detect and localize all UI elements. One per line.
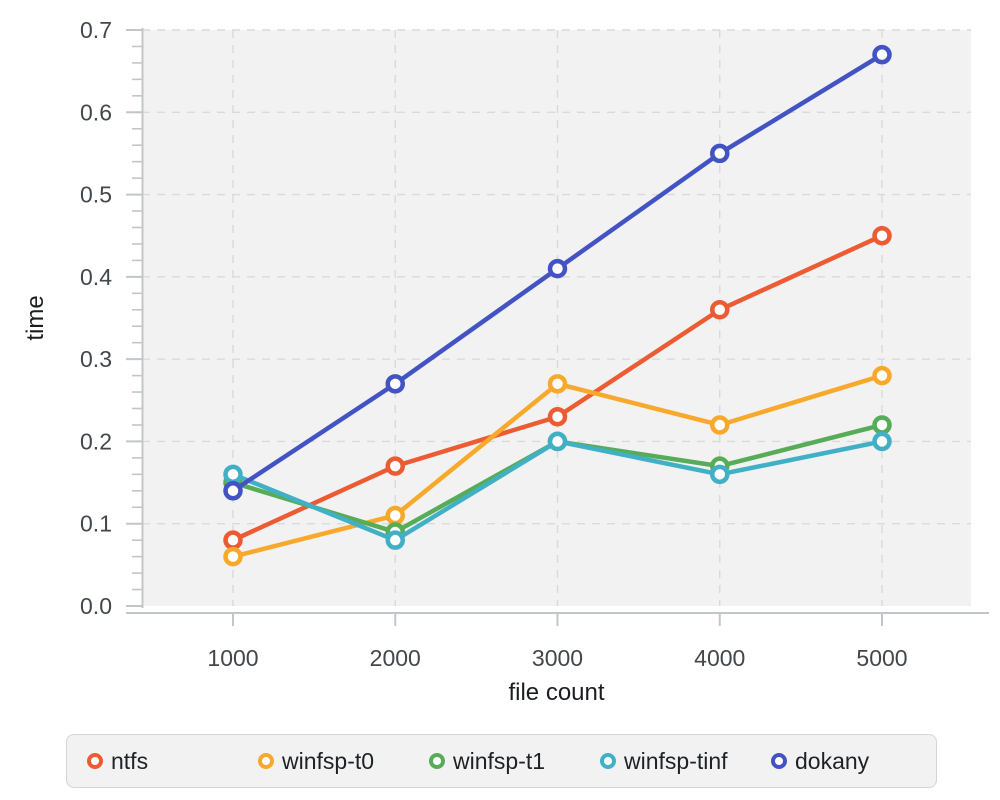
chart-canvas: 0.0 0.1 0.2 0.3 0.4 0.5 0.6 0.7 1000 2000 3000 4000… bbox=[80, 17, 989, 671]
data-point-ntfs-3000 bbox=[547, 406, 568, 427]
y-tick-label: 0.3 bbox=[80, 346, 112, 372]
x-tick-label: 1000 bbox=[207, 645, 258, 671]
legend-label: winfsp-t1 bbox=[453, 747, 546, 774]
plot-area bbox=[142, 30, 971, 606]
data-point-winfsp-tinf-4000 bbox=[710, 464, 730, 485]
data-point-ntfs-5000 bbox=[872, 225, 892, 246]
data-point-winfsp-t1-5000 bbox=[872, 415, 892, 435]
x-tick-label: 5000 bbox=[856, 645, 907, 671]
y-tick-label: 0.6 bbox=[80, 99, 112, 125]
data-point-dokany-4000 bbox=[710, 143, 730, 164]
legend-item-winfsp-tinf[interactable]: winfsp-tinf bbox=[600, 748, 771, 775]
y-tick-label: 0.0 bbox=[80, 593, 112, 619]
legend-marker-icon bbox=[258, 753, 274, 769]
legend-marker-icon bbox=[429, 753, 445, 769]
data-point-ntfs-4000 bbox=[710, 300, 730, 320]
y-tick-label: 0.1 bbox=[80, 511, 112, 537]
legend-item-dokany[interactable]: dokany bbox=[771, 748, 869, 775]
y-tick-label: 0.7 bbox=[80, 17, 112, 43]
data-point-dokany-3000 bbox=[547, 258, 568, 279]
data-point-winfsp-t0-4000 bbox=[710, 415, 730, 435]
data-point-ntfs-1000 bbox=[223, 530, 243, 550]
data-point-winfsp-t0-5000 bbox=[872, 365, 892, 386]
legend-label: dokany bbox=[795, 747, 870, 774]
data-point-dokany-2000 bbox=[385, 374, 405, 394]
legend-marker-icon bbox=[87, 753, 103, 769]
legend-marker-icon bbox=[600, 753, 616, 769]
legend-marker-icon bbox=[771, 753, 787, 769]
data-point-winfsp-t0-3000 bbox=[547, 374, 568, 394]
x-tick-label: 3000 bbox=[532, 645, 583, 671]
legend-item-winfsp-t1[interactable]: winfsp-t1 bbox=[429, 748, 600, 775]
data-point-winfsp-tinf-1000 bbox=[223, 464, 243, 485]
legend-label: ntfs bbox=[111, 747, 149, 774]
data-point-winfsp-tinf-3000 bbox=[547, 431, 568, 452]
x-tick-label: 4000 bbox=[694, 645, 745, 671]
chart-legend: ntfs winfsp-t0 winfsp-t1 winfsp-tinf dokany bbox=[66, 734, 937, 788]
data-point-winfsp-t0-1000 bbox=[223, 546, 243, 567]
x-tick-label: 2000 bbox=[370, 645, 421, 671]
y-axis-title: time bbox=[22, 295, 49, 341]
x-axis-title: file count bbox=[508, 679, 605, 706]
data-point-winfsp-t0-2000 bbox=[385, 505, 405, 526]
data-point-dokany-5000 bbox=[872, 44, 892, 65]
y-tick-label: 0.5 bbox=[80, 182, 112, 208]
legend-item-winfsp-t0[interactable]: winfsp-t0 bbox=[258, 748, 429, 775]
data-point-winfsp-tinf-2000 bbox=[385, 530, 405, 550]
legend-item-ntfs[interactable]: ntfs bbox=[87, 748, 258, 775]
legend-label: winfsp-t0 bbox=[282, 747, 375, 774]
data-point-ntfs-2000 bbox=[385, 456, 405, 476]
data-point-dokany-1000 bbox=[223, 481, 243, 501]
legend-label: winfsp-tinf bbox=[624, 747, 728, 774]
y-tick-label: 0.4 bbox=[80, 264, 112, 290]
y-tick-label: 0.2 bbox=[80, 428, 112, 454]
data-point-winfsp-tinf-5000 bbox=[872, 431, 892, 452]
